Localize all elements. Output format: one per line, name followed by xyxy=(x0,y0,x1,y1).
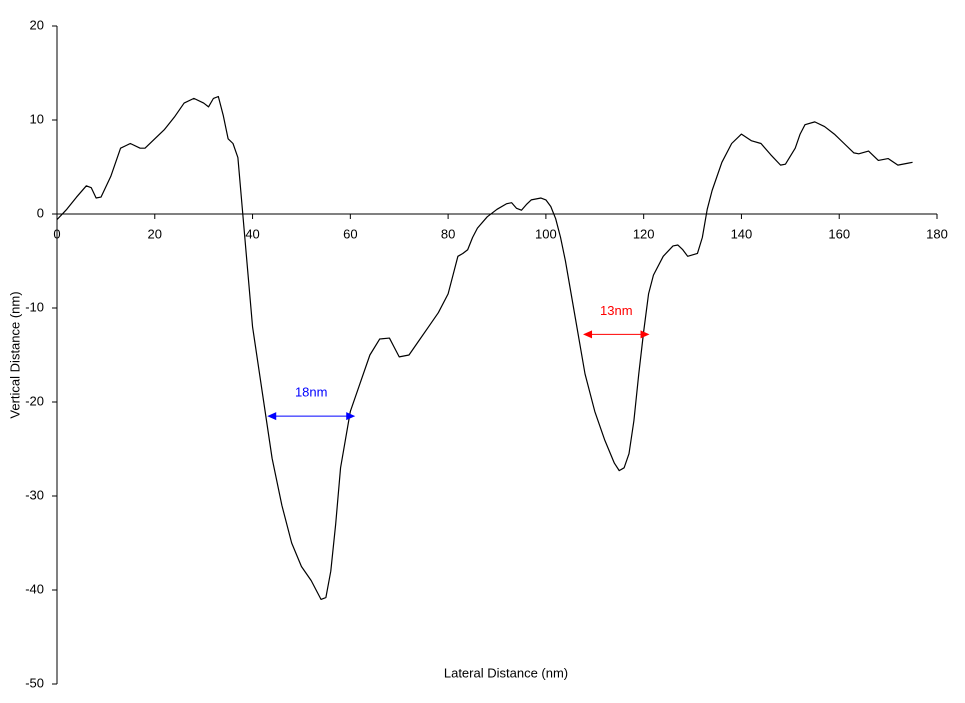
x-tick-label: 160 xyxy=(828,226,850,241)
y-tick-label: -20 xyxy=(25,393,44,408)
y-tick-label: -10 xyxy=(25,299,44,314)
y-tick-label: -30 xyxy=(25,487,44,502)
annotation-label: 13nm xyxy=(600,303,633,318)
arrowhead xyxy=(640,330,650,339)
x-tick-label: 40 xyxy=(245,226,259,241)
arrowhead xyxy=(267,412,277,421)
x-tick-label: 120 xyxy=(633,226,655,241)
x-tick-label: 60 xyxy=(343,226,357,241)
x-axis-label: Lateral Distance (nm) xyxy=(444,665,568,680)
y-tick-label: 20 xyxy=(30,17,44,32)
x-tick-label: 140 xyxy=(731,226,753,241)
y-axis-label: Vertical Distance (nm) xyxy=(7,291,22,418)
x-tick-label: 0 xyxy=(53,226,60,241)
annotation-label: 18nm xyxy=(295,385,328,400)
x-tick-label: 180 xyxy=(926,226,948,241)
y-tick-label: 10 xyxy=(30,111,44,126)
data-line xyxy=(56,95,913,600)
y-tick-label: -40 xyxy=(25,581,44,596)
y-tick-label: -50 xyxy=(25,675,44,690)
arrowhead xyxy=(346,412,356,421)
arrowhead xyxy=(583,330,593,339)
x-tick-label: 100 xyxy=(535,226,557,241)
y-tick-label: 0 xyxy=(37,205,44,220)
x-tick-label: 80 xyxy=(441,226,455,241)
x-tick-label: 20 xyxy=(148,226,162,241)
